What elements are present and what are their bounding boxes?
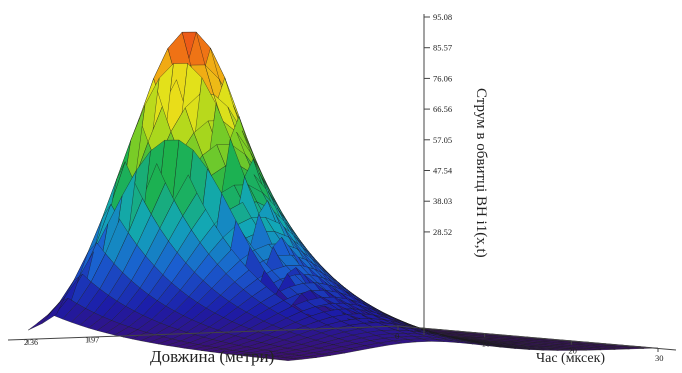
surface-mesh xyxy=(27,31,659,361)
length-axis-label: Довжина (метри) xyxy=(150,347,274,366)
z-tick-label: 66.56 xyxy=(433,104,452,114)
z-tick-label: 47.54 xyxy=(433,166,453,176)
z-tick-label: 38.03 xyxy=(433,196,452,206)
time-tick-label: 10 xyxy=(482,338,491,348)
z-tick-label: 28.52 xyxy=(433,227,452,237)
time-axis-ticks: 0 10 20 30 xyxy=(395,326,664,363)
surface-cell xyxy=(279,358,303,361)
z-tick-label: 57.05 xyxy=(433,135,452,145)
length-axis-ticks: 2.36 1.97 xyxy=(24,336,99,347)
z-axis-label: Струм в обвитці ВН i1(x,t) xyxy=(473,88,489,258)
length-axis: 2.36 1.97 Довжина (метри) xyxy=(7,325,399,366)
z-tick-label: 95.08 xyxy=(433,12,452,22)
z-tick-label: 76.06 xyxy=(433,73,452,83)
z-axis: 95.08 85.57 76.06 66.56 57.05 47.54 38.03 28.52… xyxy=(423,12,489,335)
surface-cell xyxy=(27,312,52,331)
time-tick-label: 0 xyxy=(395,331,399,341)
time-axis: 0 10 20 30 Час (мксек) xyxy=(395,325,677,366)
time-tick-label: 20 xyxy=(568,346,577,356)
length-axis-line xyxy=(7,325,399,341)
z-tick-label: 85.57 xyxy=(433,43,452,53)
surface-cell xyxy=(549,349,573,351)
time-axis-line xyxy=(397,325,677,351)
length-tick-label: 1.97 xyxy=(85,336,99,345)
length-tick-label: 2.36 xyxy=(24,338,38,347)
time-tick-label: 30 xyxy=(655,353,664,363)
time-axis-label: Час (мксек) xyxy=(536,351,605,366)
z-axis-ticks: 95.08 85.57 76.06 66.56 57.05 47.54 38.03 28.52 xyxy=(424,12,453,237)
